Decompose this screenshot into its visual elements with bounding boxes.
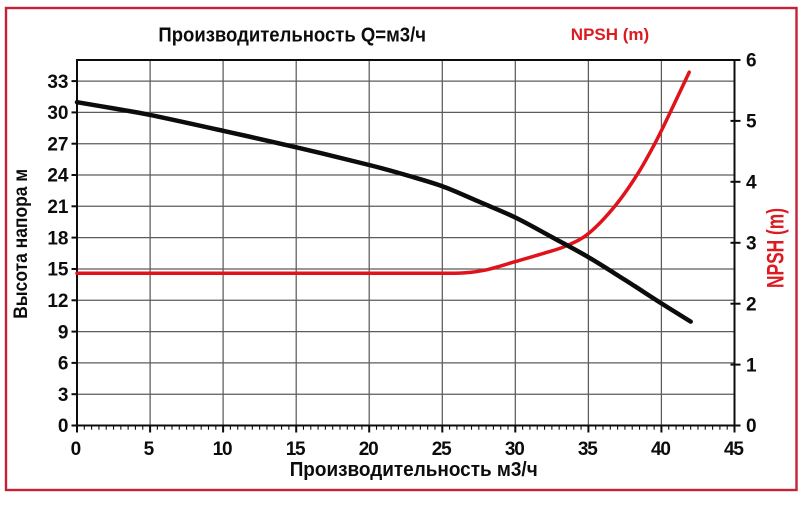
svg-text:3: 3 (746, 233, 757, 254)
svg-text:24: 24 (47, 166, 69, 187)
svg-text:0: 0 (71, 439, 82, 460)
svg-text:9: 9 (58, 322, 69, 343)
svg-text:20: 20 (359, 439, 378, 460)
svg-text:6: 6 (746, 51, 757, 72)
svg-text:30: 30 (47, 103, 68, 124)
svg-text:40: 40 (651, 439, 670, 460)
svg-text:Производительность м3/ч: Производительность м3/ч (290, 459, 538, 481)
svg-text:21: 21 (47, 197, 69, 218)
svg-text:NPSH (m): NPSH (m) (571, 25, 649, 44)
svg-text:4: 4 (746, 173, 757, 194)
svg-text:25: 25 (432, 439, 452, 460)
svg-text:30: 30 (505, 439, 524, 460)
svg-text:35: 35 (578, 439, 598, 460)
svg-text:33: 33 (47, 72, 68, 93)
svg-text:12: 12 (47, 291, 68, 312)
svg-text:NPSH (m): NPSH (m) (763, 208, 790, 288)
svg-text:1: 1 (746, 355, 757, 376)
svg-text:18: 18 (47, 228, 68, 249)
svg-text:Производительность Q=м3/ч: Производительность Q=м3/ч (158, 24, 426, 46)
svg-text:15: 15 (47, 260, 69, 281)
svg-text:15: 15 (286, 439, 306, 460)
svg-text:3: 3 (58, 385, 69, 406)
svg-text:45: 45 (724, 439, 744, 460)
svg-text:Высота напора м: Высота напора м (11, 169, 32, 319)
svg-text:0: 0 (58, 416, 69, 437)
svg-text:27: 27 (47, 134, 68, 155)
svg-text:5: 5 (144, 439, 155, 460)
svg-text:10: 10 (213, 439, 232, 460)
svg-text:5: 5 (746, 112, 757, 133)
svg-text:2: 2 (746, 294, 757, 315)
svg-text:6: 6 (58, 354, 69, 375)
svg-text:0: 0 (746, 416, 757, 437)
